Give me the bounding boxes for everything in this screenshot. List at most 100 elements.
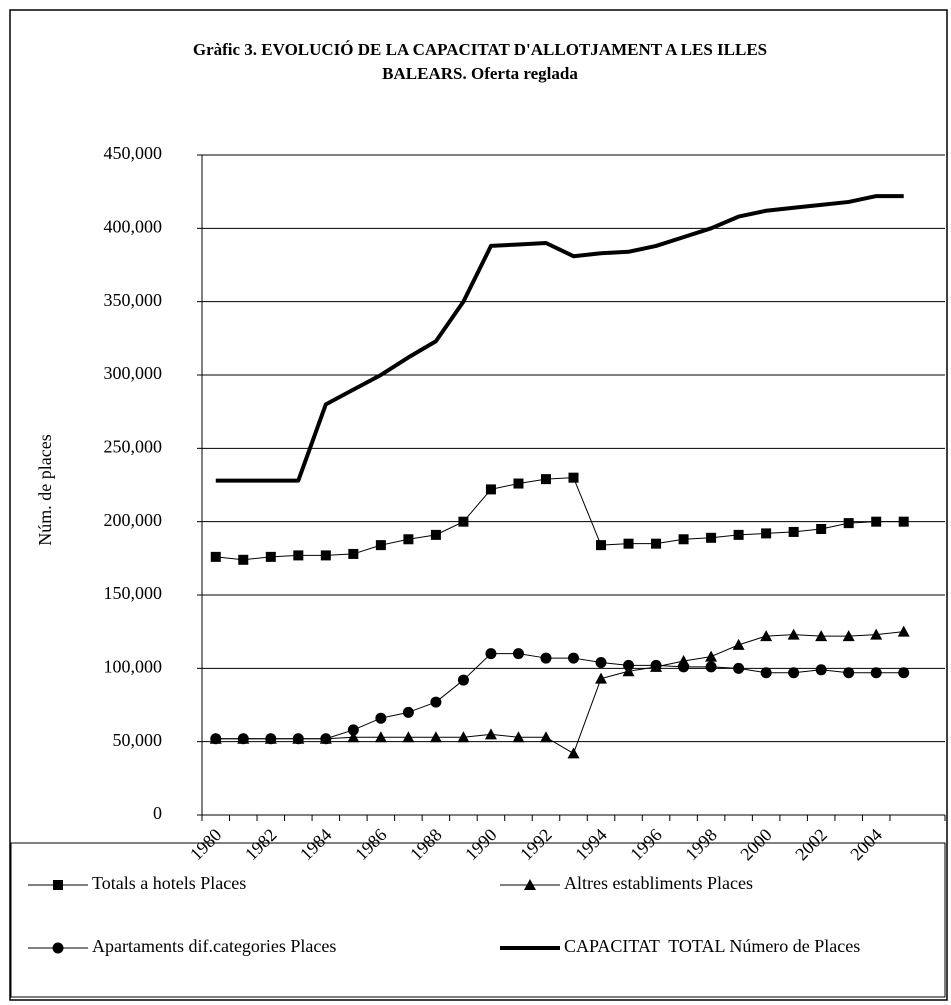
y-tick-label: 150,000 (104, 583, 163, 603)
marker (870, 667, 882, 679)
x-tick-label: 1988 (406, 825, 446, 865)
marker (237, 733, 249, 745)
marker (210, 733, 222, 745)
x-tick-label: 1994 (571, 825, 611, 865)
y-axis-label: Núm. de places (35, 434, 55, 545)
marker (403, 534, 414, 545)
marker (568, 472, 579, 483)
x-tick-label: 1982 (241, 825, 281, 865)
series-line (215, 631, 904, 754)
marker (787, 628, 800, 640)
marker (402, 731, 415, 743)
marker (623, 538, 634, 549)
marker (539, 731, 552, 743)
marker (788, 667, 800, 679)
legend-label: CAPACITAT TOTAL Número de Places (564, 936, 860, 956)
marker (705, 650, 718, 662)
marker (265, 733, 277, 745)
y-tick-label: 400,000 (104, 216, 163, 236)
marker (788, 526, 799, 537)
marker (568, 652, 579, 664)
marker (815, 664, 827, 676)
x-tick-label: 1980 (186, 825, 226, 865)
legend-label: Totals a hotels Places (92, 873, 246, 893)
x-tick-label: 2002 (791, 825, 831, 865)
marker (457, 731, 470, 743)
marker (678, 661, 690, 673)
marker (348, 548, 359, 559)
marker (705, 661, 717, 673)
marker (540, 652, 552, 664)
legend-marker (524, 879, 536, 890)
marker (320, 733, 332, 745)
x-tick-label: 1992 (516, 825, 556, 865)
marker (651, 538, 662, 549)
x-tick-label: 1984 (296, 825, 336, 865)
marker (871, 516, 882, 527)
marker (375, 540, 386, 551)
marker (375, 712, 387, 724)
y-tick-label: 450,000 (104, 143, 163, 163)
marker (733, 662, 745, 674)
marker (897, 625, 910, 637)
x-tick-label: 1998 (681, 825, 721, 865)
x-tick-label: 2004 (846, 825, 886, 865)
marker (238, 554, 249, 565)
marker (540, 474, 551, 485)
marker (402, 706, 414, 718)
marker (843, 667, 855, 679)
marker (513, 478, 524, 489)
marker (347, 724, 359, 736)
legend-marker (53, 880, 63, 890)
marker (842, 630, 855, 642)
marker (512, 648, 524, 660)
marker (898, 516, 909, 527)
series-line (215, 653, 904, 740)
x-tick-label: 1996 (626, 825, 666, 865)
marker (760, 667, 772, 679)
marker (678, 534, 689, 545)
chart-title: Gràfic 3. EVOLUCIÓ DE LA CAPACITAT D'ALL… (192, 40, 768, 83)
legend-label: Altres establiments Places (564, 873, 753, 893)
marker (567, 747, 580, 759)
marker (898, 667, 910, 679)
marker (650, 659, 662, 671)
y-tick-label: 250,000 (104, 436, 163, 456)
marker (595, 656, 607, 668)
y-tick-label: 100,000 (104, 656, 163, 676)
marker (760, 630, 773, 642)
marker (457, 674, 469, 686)
marker (210, 551, 221, 562)
marker (485, 484, 496, 495)
marker (732, 638, 745, 650)
marker (816, 524, 827, 534)
marker (733, 529, 744, 540)
legend-box (10, 842, 946, 998)
y-tick-label: 50,000 (113, 730, 163, 750)
marker (430, 696, 442, 708)
marker (374, 731, 387, 743)
marker (843, 518, 854, 529)
legend-label: Apartaments dif.categories Places (92, 936, 336, 956)
marker (430, 529, 441, 540)
marker (484, 728, 497, 740)
y-tick-label: 300,000 (104, 363, 163, 383)
marker (320, 550, 331, 561)
marker (265, 551, 276, 562)
x-tick-label: 1986 (351, 825, 391, 865)
marker (293, 550, 304, 561)
series-line (215, 477, 904, 561)
x-tick-label: 2000 (736, 825, 776, 865)
marker (458, 516, 469, 527)
y-tick-label: 350,000 (104, 290, 163, 310)
marker (815, 630, 828, 642)
marker (595, 672, 608, 684)
marker (292, 733, 304, 745)
marker (512, 731, 525, 743)
y-tick-label: 0 (153, 803, 162, 823)
marker (870, 628, 883, 640)
legend-marker (52, 942, 64, 954)
marker (485, 648, 497, 660)
y-tick-label: 200,000 (104, 510, 163, 530)
